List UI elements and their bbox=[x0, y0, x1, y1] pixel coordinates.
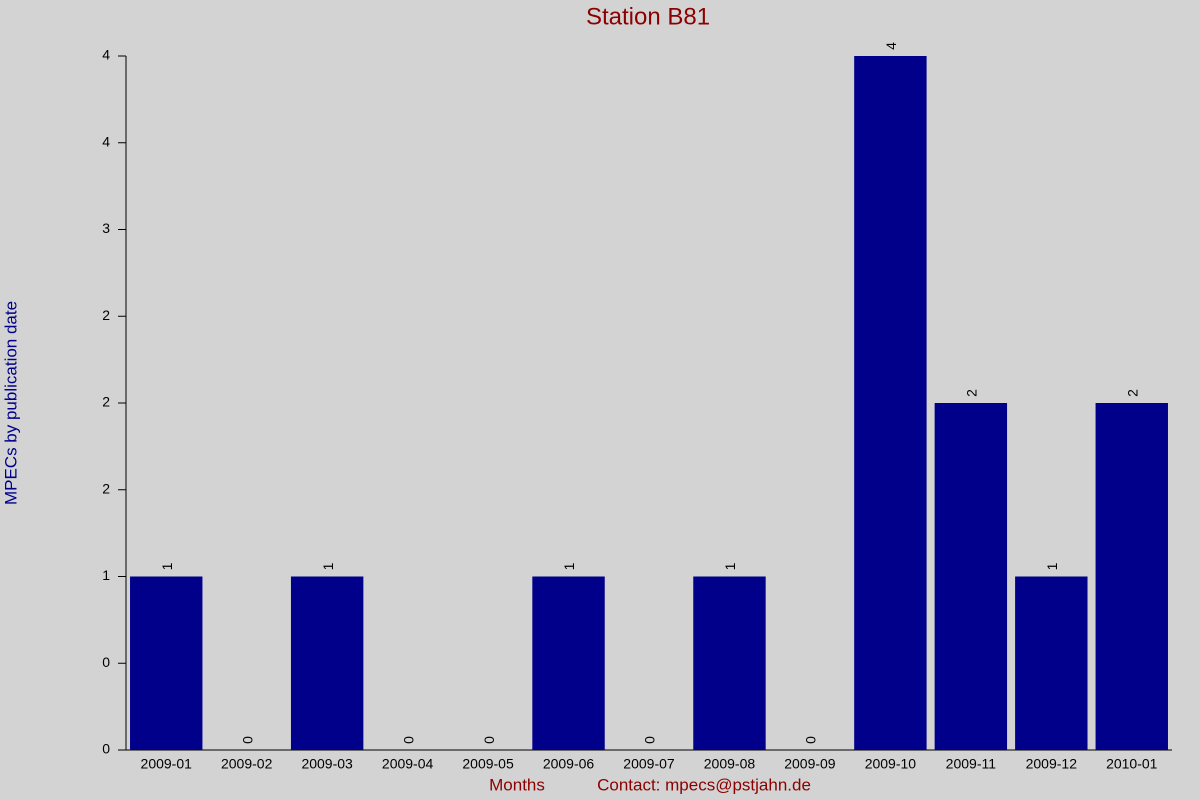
x-tick-label: 2009-04 bbox=[382, 756, 434, 772]
value-label: 4 bbox=[883, 42, 899, 50]
x-tick-label: 2009-05 bbox=[462, 756, 514, 772]
x-tick-label: 2009-12 bbox=[1026, 756, 1078, 772]
bar bbox=[130, 576, 203, 750]
bar bbox=[934, 403, 1008, 750]
value-label: 0 bbox=[400, 736, 416, 744]
y-tick-label: 2 bbox=[102, 307, 110, 323]
x-tick-label: 2010-01 bbox=[1106, 756, 1158, 772]
bar bbox=[290, 576, 364, 750]
x-tick-label: 2009-03 bbox=[301, 756, 353, 772]
y-tick-label: 2 bbox=[102, 394, 110, 410]
y-tick-label: 4 bbox=[102, 133, 110, 149]
x-tick-label: 2009-07 bbox=[623, 756, 675, 772]
y-tick-label: 3 bbox=[102, 220, 110, 236]
y-tick-label: 1 bbox=[102, 567, 110, 583]
x-tick-label: 2009-09 bbox=[784, 756, 836, 772]
x-tick-label: 2009-08 bbox=[704, 756, 756, 772]
y-axis-label: MPECs by publication date bbox=[1, 301, 20, 505]
value-label: 2 bbox=[964, 389, 980, 397]
bar bbox=[693, 576, 766, 750]
value-label: 0 bbox=[481, 736, 497, 744]
value-label: 1 bbox=[1044, 562, 1060, 570]
chart-title: Station B81 bbox=[586, 3, 710, 30]
bar bbox=[1095, 403, 1168, 750]
x-tick-label: 2009-01 bbox=[141, 756, 193, 772]
value-label: 0 bbox=[239, 736, 255, 744]
x-axis-label: Months bbox=[489, 775, 545, 794]
value-label: 0 bbox=[642, 736, 658, 744]
x-tick-label: 2009-06 bbox=[543, 756, 595, 772]
value-label: 1 bbox=[320, 562, 336, 570]
value-label: 1 bbox=[159, 562, 175, 570]
y-tick-label: 0 bbox=[102, 654, 110, 670]
x-tick-label: 2009-11 bbox=[946, 756, 997, 772]
contact: Contact: mpecs@pstjahn.de bbox=[597, 775, 811, 794]
bar bbox=[1015, 576, 1088, 750]
y-tick-label: 2 bbox=[102, 480, 110, 496]
value-label: 0 bbox=[803, 736, 819, 744]
y-tick-label: 0 bbox=[102, 741, 110, 757]
bar bbox=[532, 576, 605, 750]
x-tick-label: 2009-10 bbox=[865, 756, 917, 772]
y-tick-label: 4 bbox=[102, 47, 110, 63]
x-tick-label: 2009-02 bbox=[221, 756, 273, 772]
value-label: 1 bbox=[722, 562, 738, 570]
value-label: 1 bbox=[561, 562, 577, 570]
bar bbox=[854, 56, 927, 750]
value-label: 2 bbox=[1124, 389, 1140, 397]
